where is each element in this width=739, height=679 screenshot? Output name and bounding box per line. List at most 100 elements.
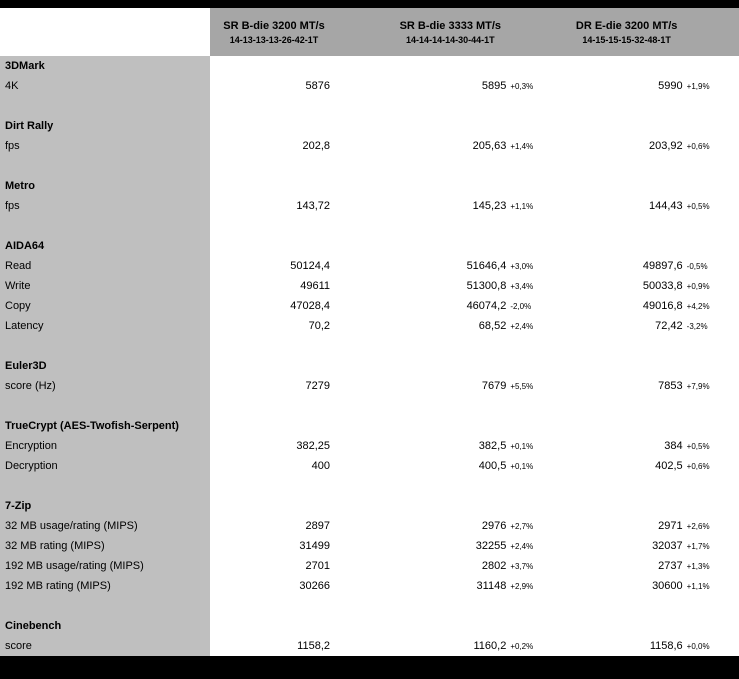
- value-cell: 400: [311, 460, 330, 472]
- data-cell-group: 202,8: [210, 136, 387, 156]
- value-cell: 31148: [476, 580, 507, 592]
- spacer-row: [0, 336, 739, 356]
- value-cell: 205,63: [472, 140, 507, 152]
- data-cell-group: 30600 +1,1%: [562, 576, 739, 596]
- data-cell-group: 2976 +2,7%: [386, 516, 563, 536]
- data-cell-group: 2897: [210, 516, 387, 536]
- data-cell-group: 144,43 +0,5%: [562, 196, 739, 216]
- data-cell-group: [562, 476, 739, 496]
- section-title-row: Euler3D: [0, 356, 739, 376]
- data-cell-group: [562, 116, 739, 136]
- data-cell-group: 49611: [210, 276, 387, 296]
- delta-cell: +4,2%: [686, 301, 710, 311]
- value-cell: 1158,2: [297, 640, 330, 652]
- data-cell-group: 50124,4: [210, 256, 387, 276]
- data-cell-group: 30266: [210, 576, 387, 596]
- spacer-row: [0, 476, 739, 496]
- column-header-1: SR B-die 3200 MT/s 14-13-13-13-26-42-1T: [210, 8, 387, 56]
- value-cell: 2802: [481, 560, 507, 572]
- value-cell: 7679: [481, 380, 507, 392]
- data-cell-group: [562, 396, 739, 416]
- delta-cell: +1,9%: [686, 81, 710, 91]
- data-cell-group: [210, 496, 387, 516]
- value-cell: 32037: [652, 540, 683, 552]
- column-header-inner: SR B-die 3200 MT/s 14-13-13-13-26-42-1T: [210, 8, 338, 56]
- table-row: Copy 47028,4 46074,2 -2,0% 49016,8 +4,2%: [0, 296, 739, 316]
- data-cell-group: [386, 176, 563, 196]
- delta-cell: +1,1%: [510, 201, 534, 211]
- value-cell: 2897: [305, 520, 330, 532]
- section-title: Dirt Rally: [0, 116, 210, 136]
- spacer-row: [0, 96, 739, 116]
- data-cell-group: [386, 396, 563, 416]
- data-cell-group: 49016,8 +4,2%: [562, 296, 739, 316]
- data-cell-group: [386, 56, 563, 76]
- data-cell-group: [562, 336, 739, 356]
- data-cell-group: 145,23 +1,1%: [386, 196, 563, 216]
- spacer-label-cell: [0, 96, 210, 116]
- data-cell-group: [386, 496, 563, 516]
- data-cell-group: [210, 176, 387, 196]
- value-cell: 47028,4: [290, 300, 330, 312]
- row-label: 32 MB usage/rating (MIPS): [0, 516, 210, 536]
- data-cell-group: [562, 236, 739, 256]
- data-cell-group: [562, 216, 739, 236]
- delta-cell: -2,0%: [510, 301, 532, 311]
- data-cell-group: [386, 476, 563, 496]
- value-cell: 70,2: [308, 320, 330, 332]
- value-cell: 5990: [658, 80, 683, 92]
- delta-cell: +0,6%: [686, 461, 710, 471]
- data-cell-group: [562, 96, 739, 116]
- spacer-label-cell: [0, 156, 210, 176]
- table-row: score 1158,2 1160,2 +0,2% 1158,6 +0,0%: [0, 636, 739, 656]
- data-cell-group: [210, 396, 387, 416]
- delta-cell: +1,4%: [510, 141, 534, 151]
- value-cell: 202,8: [302, 140, 330, 152]
- delta-cell: +0,1%: [510, 461, 534, 471]
- data-cell-group: [562, 56, 739, 76]
- data-cell-group: 32255 +2,4%: [386, 536, 563, 556]
- value-cell: 51300,8: [466, 280, 507, 292]
- delta-cell: +0,2%: [510, 641, 534, 651]
- value-cell: 400,5: [478, 460, 507, 472]
- data-cell-group: [386, 216, 563, 236]
- section-title: Euler3D: [0, 356, 210, 376]
- data-cell-group: [562, 616, 739, 636]
- data-cell-group: [210, 116, 387, 136]
- column-timings: 14-15-15-15-32-48-1T: [582, 34, 671, 45]
- data-cell-group: 7679 +5,5%: [386, 376, 563, 396]
- data-cell-group: 2802 +3,7%: [386, 556, 563, 576]
- data-cell-group: [210, 336, 387, 356]
- data-cell-group: 1158,2: [210, 636, 387, 656]
- value-cell: 1158,6: [649, 640, 683, 652]
- data-cell-group: 382,25: [210, 436, 387, 456]
- delta-cell: +1,1%: [686, 581, 710, 591]
- data-cell-group: 2701: [210, 556, 387, 576]
- row-label: 4K: [0, 76, 210, 96]
- spacer-label-cell: [0, 596, 210, 616]
- data-cell-group: 7279: [210, 376, 387, 396]
- value-cell: 30600: [652, 580, 683, 592]
- table-row: 32 MB usage/rating (MIPS) 2897 2976 +2,7% 29…: [0, 516, 739, 536]
- data-cell-group: [562, 596, 739, 616]
- data-cell-group: 402,5 +0,6%: [562, 456, 739, 476]
- column-timings: 14-13-13-13-26-42-1T: [229, 34, 319, 45]
- value-cell: 5876: [305, 80, 330, 92]
- spacer-row: [0, 216, 739, 236]
- data-cell-group: 7853 +7,9%: [562, 376, 739, 396]
- column-name: DR E-die 3200 MT/s: [575, 19, 678, 32]
- data-cell-group: 50033,8 +0,9%: [562, 276, 739, 296]
- table-row: 32 MB rating (MIPS) 31499 32255 +2,4% 32037 +…: [0, 536, 739, 556]
- data-cell-group: 46074,2 -2,0%: [386, 296, 563, 316]
- data-cell-group: 68,52 +2,4%: [386, 316, 563, 336]
- value-cell: 382,5: [478, 440, 507, 452]
- data-cell-group: [386, 416, 563, 436]
- value-cell: 2701: [305, 560, 330, 572]
- section-title-row: 3DMark: [0, 56, 739, 76]
- value-cell: 144,43: [649, 200, 683, 212]
- delta-cell: +2,4%: [510, 541, 534, 551]
- delta-cell: +3,0%: [510, 261, 534, 271]
- value-cell: 203,92: [649, 140, 683, 152]
- data-cell-group: 5990 +1,9%: [562, 76, 739, 96]
- section-title-row: Cinebench: [0, 616, 739, 636]
